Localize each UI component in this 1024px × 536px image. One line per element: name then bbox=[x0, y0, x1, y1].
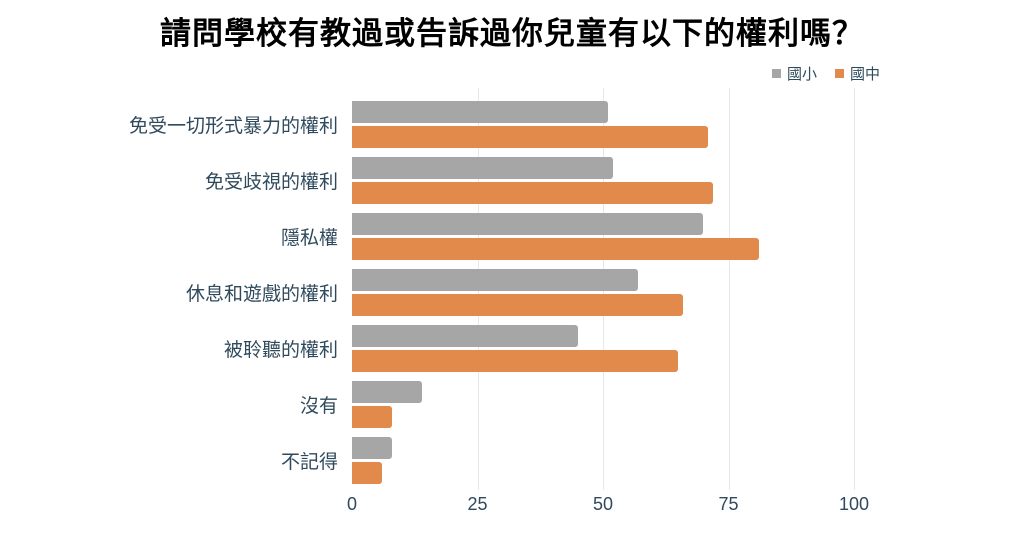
legend-label-junior-high: 國中 bbox=[849, 66, 880, 83]
chart-title: 請問學校有教過或告訴過你兒童有以下的權利嗎？ bbox=[160, 16, 864, 52]
bar-group bbox=[352, 100, 709, 148]
bar-junior-high bbox=[352, 349, 679, 372]
plot-rows: 免受一切形式暴力的權利免受歧視的權利隱私權休息和遊戲的權利被聆聽的權利沒有不記得 bbox=[0, 96, 1024, 488]
x-tick-label: 25 bbox=[467, 494, 488, 514]
legend-label-elementary: 國小 bbox=[786, 66, 817, 83]
bar-junior-high bbox=[352, 461, 383, 484]
category-label: 休息和遊戲的權利 bbox=[185, 283, 338, 305]
bar-elementary bbox=[352, 212, 704, 235]
bar-elementary bbox=[352, 380, 423, 403]
gridline-75 bbox=[728, 88, 730, 490]
category-label: 不記得 bbox=[280, 451, 338, 473]
plot-area: 免受一切形式暴力的權利免受歧視的權利隱私權休息和遊戲的權利被聆聽的權利沒有不記得 bbox=[0, 88, 1024, 490]
bar-junior-high bbox=[352, 181, 714, 204]
bar-junior-high bbox=[352, 237, 759, 260]
bar-elementary bbox=[352, 324, 578, 347]
chart-row: 休息和遊戲的權利 bbox=[0, 264, 1024, 320]
chart-row: 隱私權 bbox=[0, 208, 1024, 264]
category-label: 被聆聽的權利 bbox=[223, 339, 338, 361]
x-tick-label: 75 bbox=[718, 494, 739, 514]
category-label: 沒有 bbox=[299, 395, 338, 417]
x-tick-label: 50 bbox=[592, 494, 614, 514]
chart-row: 免受歧視的權利 bbox=[0, 152, 1024, 208]
bar-group bbox=[352, 380, 423, 428]
legend-marker-elementary bbox=[771, 69, 781, 78]
x-tick-label: 100 bbox=[838, 494, 870, 514]
bar-group bbox=[352, 268, 684, 316]
legend: 國小 國中 bbox=[771, 63, 880, 84]
bar-junior-high bbox=[352, 405, 393, 428]
legend-item-elementary[interactable]: 國小 bbox=[771, 63, 817, 84]
legend-marker-junior-high bbox=[834, 69, 844, 78]
bar-elementary bbox=[352, 100, 609, 123]
bar-group bbox=[352, 156, 714, 204]
x-tick-label: 0 bbox=[346, 494, 358, 514]
bar-group bbox=[352, 324, 679, 372]
category-label: 免受歧視的權利 bbox=[204, 171, 338, 193]
legend-item-junior-high[interactable]: 國中 bbox=[834, 63, 880, 84]
chart-row: 沒有 bbox=[0, 376, 1024, 432]
bar-group bbox=[352, 212, 759, 260]
bar-elementary bbox=[352, 268, 639, 291]
bar-elementary bbox=[352, 156, 614, 179]
chart-row: 不記得 bbox=[0, 432, 1024, 488]
category-label: 隱私權 bbox=[280, 227, 338, 249]
gridline-100 bbox=[854, 88, 855, 490]
bar-elementary bbox=[352, 436, 393, 459]
chart-row: 被聆聽的權利 bbox=[0, 320, 1024, 376]
bar-junior-high bbox=[352, 125, 709, 148]
category-label: 免受一切形式暴力的權利 bbox=[128, 115, 338, 137]
bar-group bbox=[352, 436, 393, 484]
chart-row: 免受一切形式暴力的權利 bbox=[0, 96, 1024, 152]
bar-junior-high bbox=[352, 293, 684, 316]
x-axis: 0 25 50 75 100 bbox=[0, 494, 1024, 518]
